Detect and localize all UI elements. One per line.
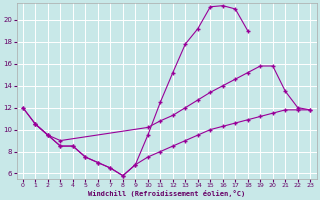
- X-axis label: Windchill (Refroidissement éolien,°C): Windchill (Refroidissement éolien,°C): [88, 190, 245, 197]
